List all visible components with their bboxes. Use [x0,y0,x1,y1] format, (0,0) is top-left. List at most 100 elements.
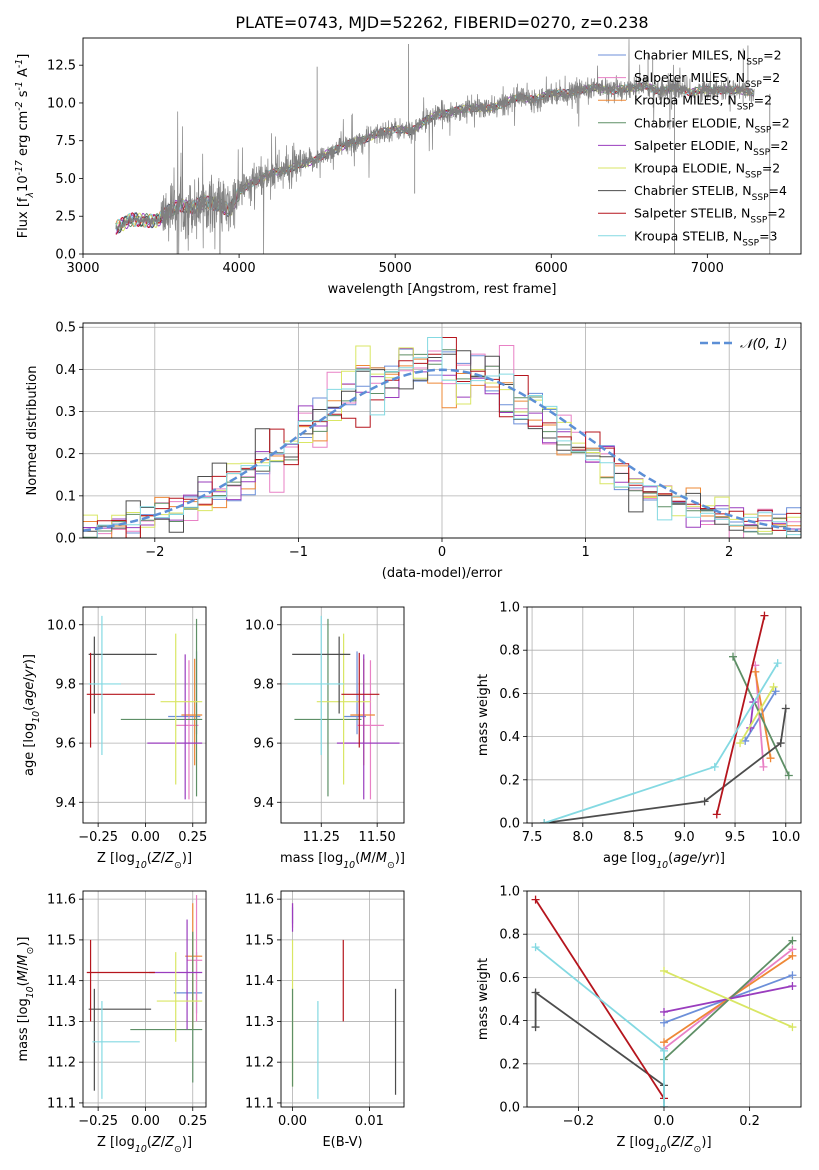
z_weight-ytick-label: 0.2 [499,1057,520,1072]
weight-marker [773,659,782,668]
ebv_mass-panel: 0.00 0.01 11.1 11.2 11.3 11.4 11.5 11.6 E(B-V) [245,890,405,1150]
ebv_mass-ytick-label: 11.3 [245,1015,274,1030]
weight-marker [760,611,769,620]
weight-marker [540,819,549,823]
z_mass-frame [82,890,207,1108]
spectrum-ytick-label: 12.5 [47,59,76,74]
mass_age-panel: 11.25 11.50 9.4 9.6 9.8 10.0 mass [log10​(M/M⊙… [245,606,405,871]
legend-entry: Salpeter MILES, NSSP=2 [634,70,780,90]
z_mass-ytick-label: 11.2 [47,1056,76,1071]
mass_age-ytick-label: 9.8 [253,677,274,692]
legend-entry: Chabrier MILES, NSSP=2 [634,48,782,68]
z_age-ytick-label: 9.6 [55,737,76,752]
weight-line [754,671,772,759]
z_weight-xtick-label: 0.2 [739,1114,760,1129]
age_weight-ytick-label: 0.0 [499,817,520,832]
residuals-xtick-label: −1 [289,545,308,560]
z_weight-ytick-label: 0.4 [499,1014,520,1029]
errorbar-point [336,654,400,800]
weight-line [732,656,790,776]
z_mass-xlabel: Z [log10​(Z/Z⊙​)] [97,1135,192,1155]
mass_age-xlabel: mass [log10​(M/M⊙​)] [280,851,405,871]
mass_age-plot-area [287,615,400,800]
spectrum-plot-area [115,39,771,254]
age_weight-xtick-label: 9.5 [725,830,746,845]
weight-marker [660,1018,668,1027]
age_weight-xtick-label: 10.0 [771,830,800,845]
weight-marker [788,971,797,980]
residuals-xtick-label: 1 [581,545,589,560]
weight-line [544,708,787,823]
weight-marker [788,982,797,991]
z_weight-ytick-label: 0.6 [499,971,520,986]
residuals-ytick-label: 0.5 [55,321,76,336]
errorbar-point [357,660,384,800]
errorbar-point [187,895,203,1022]
age_weight-ytick-label: 1.0 [499,601,520,616]
z_age-ytick-label: 10.0 [47,618,76,633]
weight-marker [788,936,797,945]
z_weight-xtick-label: −0.2 [563,1114,595,1129]
weight-line [739,686,775,744]
spectrum-ylabel: Flux [fλ​10-17​ erg cm-2​ s-1​ A-1​] [14,54,36,239]
residuals-ylabel: Normed distribution [25,366,40,496]
weight-line [535,946,665,1107]
ebv_mass-ytick-label: 11.5 [245,933,274,948]
residuals-xlabel: (data-model)/error [382,566,503,581]
weight-marker [788,1023,797,1032]
z_weight-xtick-label: 0.0 [654,1114,675,1129]
mass_age-ytick-label: 10.0 [245,618,274,633]
ebv_mass-plot-area [291,903,397,1099]
residuals-xtick-label: 2 [725,545,733,560]
z_mass-xtick-label: 0.00 [131,1114,160,1129]
mass_age-ytick-label: 9.4 [253,796,274,811]
weight-marker [771,687,780,696]
age_weight-plot-area [540,611,793,823]
spectrum-ytick-label: 5.0 [55,172,76,187]
z_mass-ytick-label: 11.5 [47,933,76,948]
legend-entry: 𝒩(0, 1) [740,337,787,352]
weight-marker [660,1038,668,1047]
legend-entry: Salpeter STELIB, NSSP=2 [634,206,786,226]
weight-marker [710,762,719,771]
age_weight-xtick-label: 7.5 [522,830,543,845]
z_mass-xtick-label: −0.25 [78,1114,118,1129]
spectrum-ytick-label: 0.0 [55,248,76,263]
z_mass-plot-area [86,895,203,1099]
errorbar-point [88,615,121,755]
z_age-ylabel: age [log10​(age/yr)] [22,654,42,776]
z_mass-ytick-label: 11.3 [47,1015,76,1030]
errorbar-point [173,952,203,1014]
spectrum-xtick-label: 4000 [223,261,256,276]
age_weight-xlabel: age [log10​(age/yr)] [603,851,725,871]
residuals-xtick-label: −2 [145,545,164,560]
spectrum-xtick-label: 6000 [535,261,568,276]
weight-marker [531,943,540,952]
errorbar-point [316,633,371,785]
weight-marker [766,754,775,763]
z_age-ytick-label: 9.4 [55,796,76,811]
weight-line [663,940,794,1061]
spectrum-xtick-label: 5000 [379,261,412,276]
legend-entry: Kroupa STELIB, NSSP=3 [634,228,778,248]
z_age-frame [82,606,207,824]
weight-line [663,970,793,1028]
age_weight-ytick-label: 0.2 [499,773,520,788]
z_mass-ytick-label: 11.1 [47,1096,76,1111]
ebv_mass-ytick-label: 11.4 [245,974,274,989]
residuals-ytick-label: 0.1 [55,489,76,504]
age_weight-ytick-label: 0.8 [499,644,520,659]
weight-marker [736,739,745,748]
z_age-xtick-label: 0.25 [178,830,207,845]
mass_age-frame [280,606,405,824]
z_weight-ylabel: mass weight [476,958,491,1040]
spectrum-xtick-label: 7000 [691,261,724,276]
errorbar-point [120,618,203,797]
errorbar-point [343,651,366,735]
z_weight-plot-area [531,895,797,1107]
legend-entry: Chabrier ELODIE, NSSP=2 [634,115,790,135]
weight-marker [660,1046,668,1055]
figure-title: PLATE=0743, MJD=52262, FIBERID=0270, z=0… [235,13,648,32]
spectrum-data-line [115,39,755,254]
